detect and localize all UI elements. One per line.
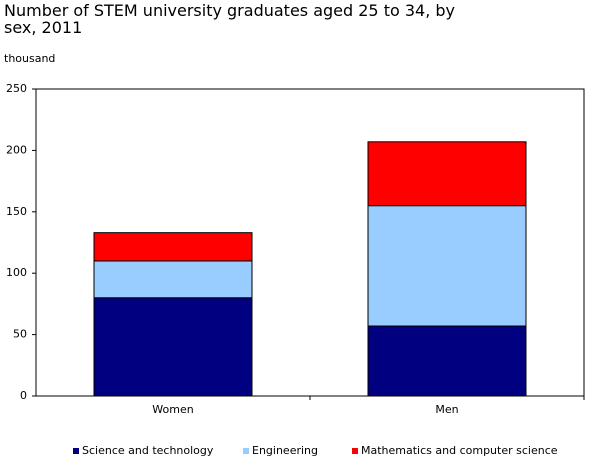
y-tick-label: 0 [20, 389, 27, 402]
x-tick-label: Men [435, 403, 458, 416]
y-tick-label: 150 [6, 205, 27, 218]
bar-segment [93, 297, 253, 397]
y-tick-label: 250 [6, 82, 27, 95]
x-tick-label: Women [152, 403, 193, 416]
legend-swatch [243, 448, 249, 454]
bar-segment [93, 260, 253, 299]
legend-label: Mathematics and computer science [361, 444, 558, 457]
y-tick-label: 200 [6, 143, 27, 156]
y-tick-label: 50 [13, 328, 27, 341]
chart-title: Number of STEM university graduates aged… [4, 1, 455, 37]
y-axis-label: thousand [4, 52, 55, 65]
bar-segment [93, 232, 253, 262]
y-tick-label: 100 [6, 266, 27, 279]
legend-swatch [73, 448, 79, 454]
bar-segment [367, 141, 527, 207]
bar-segment [367, 325, 527, 397]
legend-label: Engineering [252, 444, 318, 457]
legend-label: Science and technology [82, 444, 214, 457]
bar-segment [367, 205, 527, 327]
legend-swatch [352, 448, 358, 454]
